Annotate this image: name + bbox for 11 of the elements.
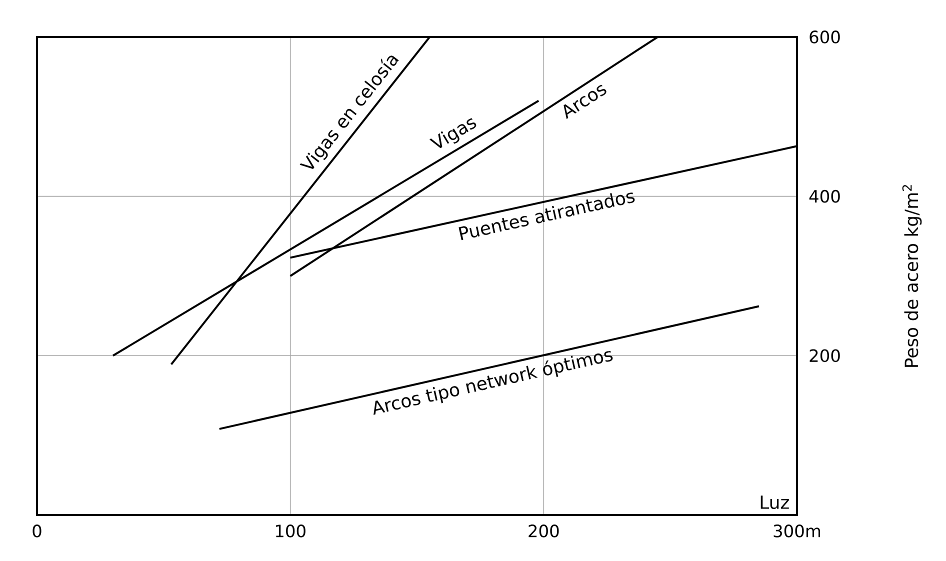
y-tick-label: 600 xyxy=(810,30,840,44)
x-tick-label: 0 xyxy=(32,524,42,538)
x-tick-label: 300m xyxy=(774,524,820,538)
text: Arcos tipo network óptimos xyxy=(374,351,613,415)
y-tick-label: 400 xyxy=(809,190,840,203)
x-tick-label: 100 xyxy=(276,524,306,538)
text: Vigas xyxy=(429,118,476,148)
x-axis-title: Luz xyxy=(760,496,789,510)
y-tick-label: 200 xyxy=(810,349,840,362)
y-axis-title: Peso de acero kg/m$^{2}$ xyxy=(902,185,922,367)
x-tick-label: 200 xyxy=(528,524,559,538)
